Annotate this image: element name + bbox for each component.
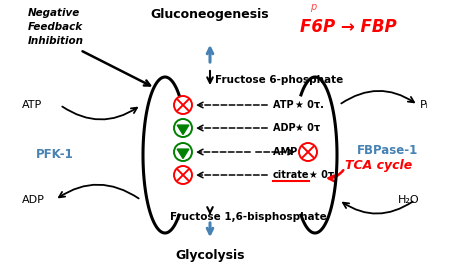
- Text: Feedback: Feedback: [28, 22, 83, 32]
- Text: PFK-1: PFK-1: [36, 148, 74, 161]
- Text: AMP: AMP: [273, 147, 301, 157]
- Text: Pᵢ: Pᵢ: [420, 100, 429, 110]
- Text: p: p: [310, 2, 316, 12]
- Text: ADP: ADP: [273, 123, 299, 133]
- Text: F6P → FBP: F6P → FBP: [300, 18, 397, 36]
- Text: ATP: ATP: [273, 100, 297, 110]
- Text: Gluconeogenesis: Gluconeogenesis: [151, 8, 269, 21]
- Text: ADP: ADP: [22, 195, 45, 205]
- Text: citrate: citrate: [273, 170, 310, 180]
- Text: Negative: Negative: [28, 8, 80, 18]
- Text: H₂O: H₂O: [398, 195, 419, 205]
- Text: Fructose 6-phosphate: Fructose 6-phosphate: [215, 75, 343, 85]
- Polygon shape: [177, 125, 189, 134]
- Text: TCA cycle: TCA cycle: [345, 158, 412, 172]
- Text: ★ 0τ: ★ 0τ: [295, 123, 320, 133]
- Text: ★ 0τ.: ★ 0τ.: [309, 170, 338, 180]
- Text: ATP: ATP: [22, 100, 42, 110]
- Text: ★ 0τ.: ★ 0τ.: [295, 100, 324, 110]
- Text: Inhibition: Inhibition: [28, 36, 84, 46]
- Text: Fructose 1,6-bisphosphate: Fructose 1,6-bisphosphate: [170, 212, 327, 222]
- Text: FBPase-1: FBPase-1: [357, 143, 419, 157]
- Text: Glycolysis: Glycolysis: [175, 249, 245, 262]
- Polygon shape: [177, 149, 189, 158]
